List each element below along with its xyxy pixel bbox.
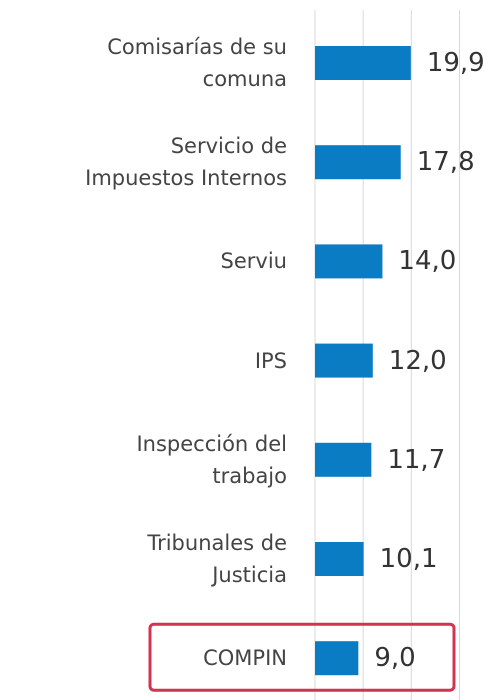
bar [315, 641, 359, 676]
category-label: COMPIN [203, 646, 287, 671]
bar [315, 46, 411, 80]
category-label: Comisarías de su comuna [107, 35, 287, 91]
category-label: IPS [254, 348, 287, 373]
value-label: 12,0 [388, 345, 447, 376]
bar [315, 145, 401, 180]
value-label: 19,9 [426, 48, 485, 78]
bar [315, 542, 364, 576]
value-label: 10,1 [379, 544, 438, 574]
value-label: 11,7 [387, 444, 446, 475]
highlight-box [148, 622, 456, 692]
category-label: Tribunales de Justicia [147, 531, 287, 587]
bar [315, 442, 372, 477]
bar [315, 343, 373, 378]
value-label: 9,0 [374, 643, 416, 674]
category-label: Serviu [220, 249, 287, 274]
category-label: Servicio de Impuestos Internos [85, 134, 287, 191]
value-label: 17,8 [416, 147, 475, 178]
value-label: 14,0 [398, 246, 457, 277]
category-label: Inspección del trabajo [136, 431, 287, 488]
bar [315, 244, 383, 279]
